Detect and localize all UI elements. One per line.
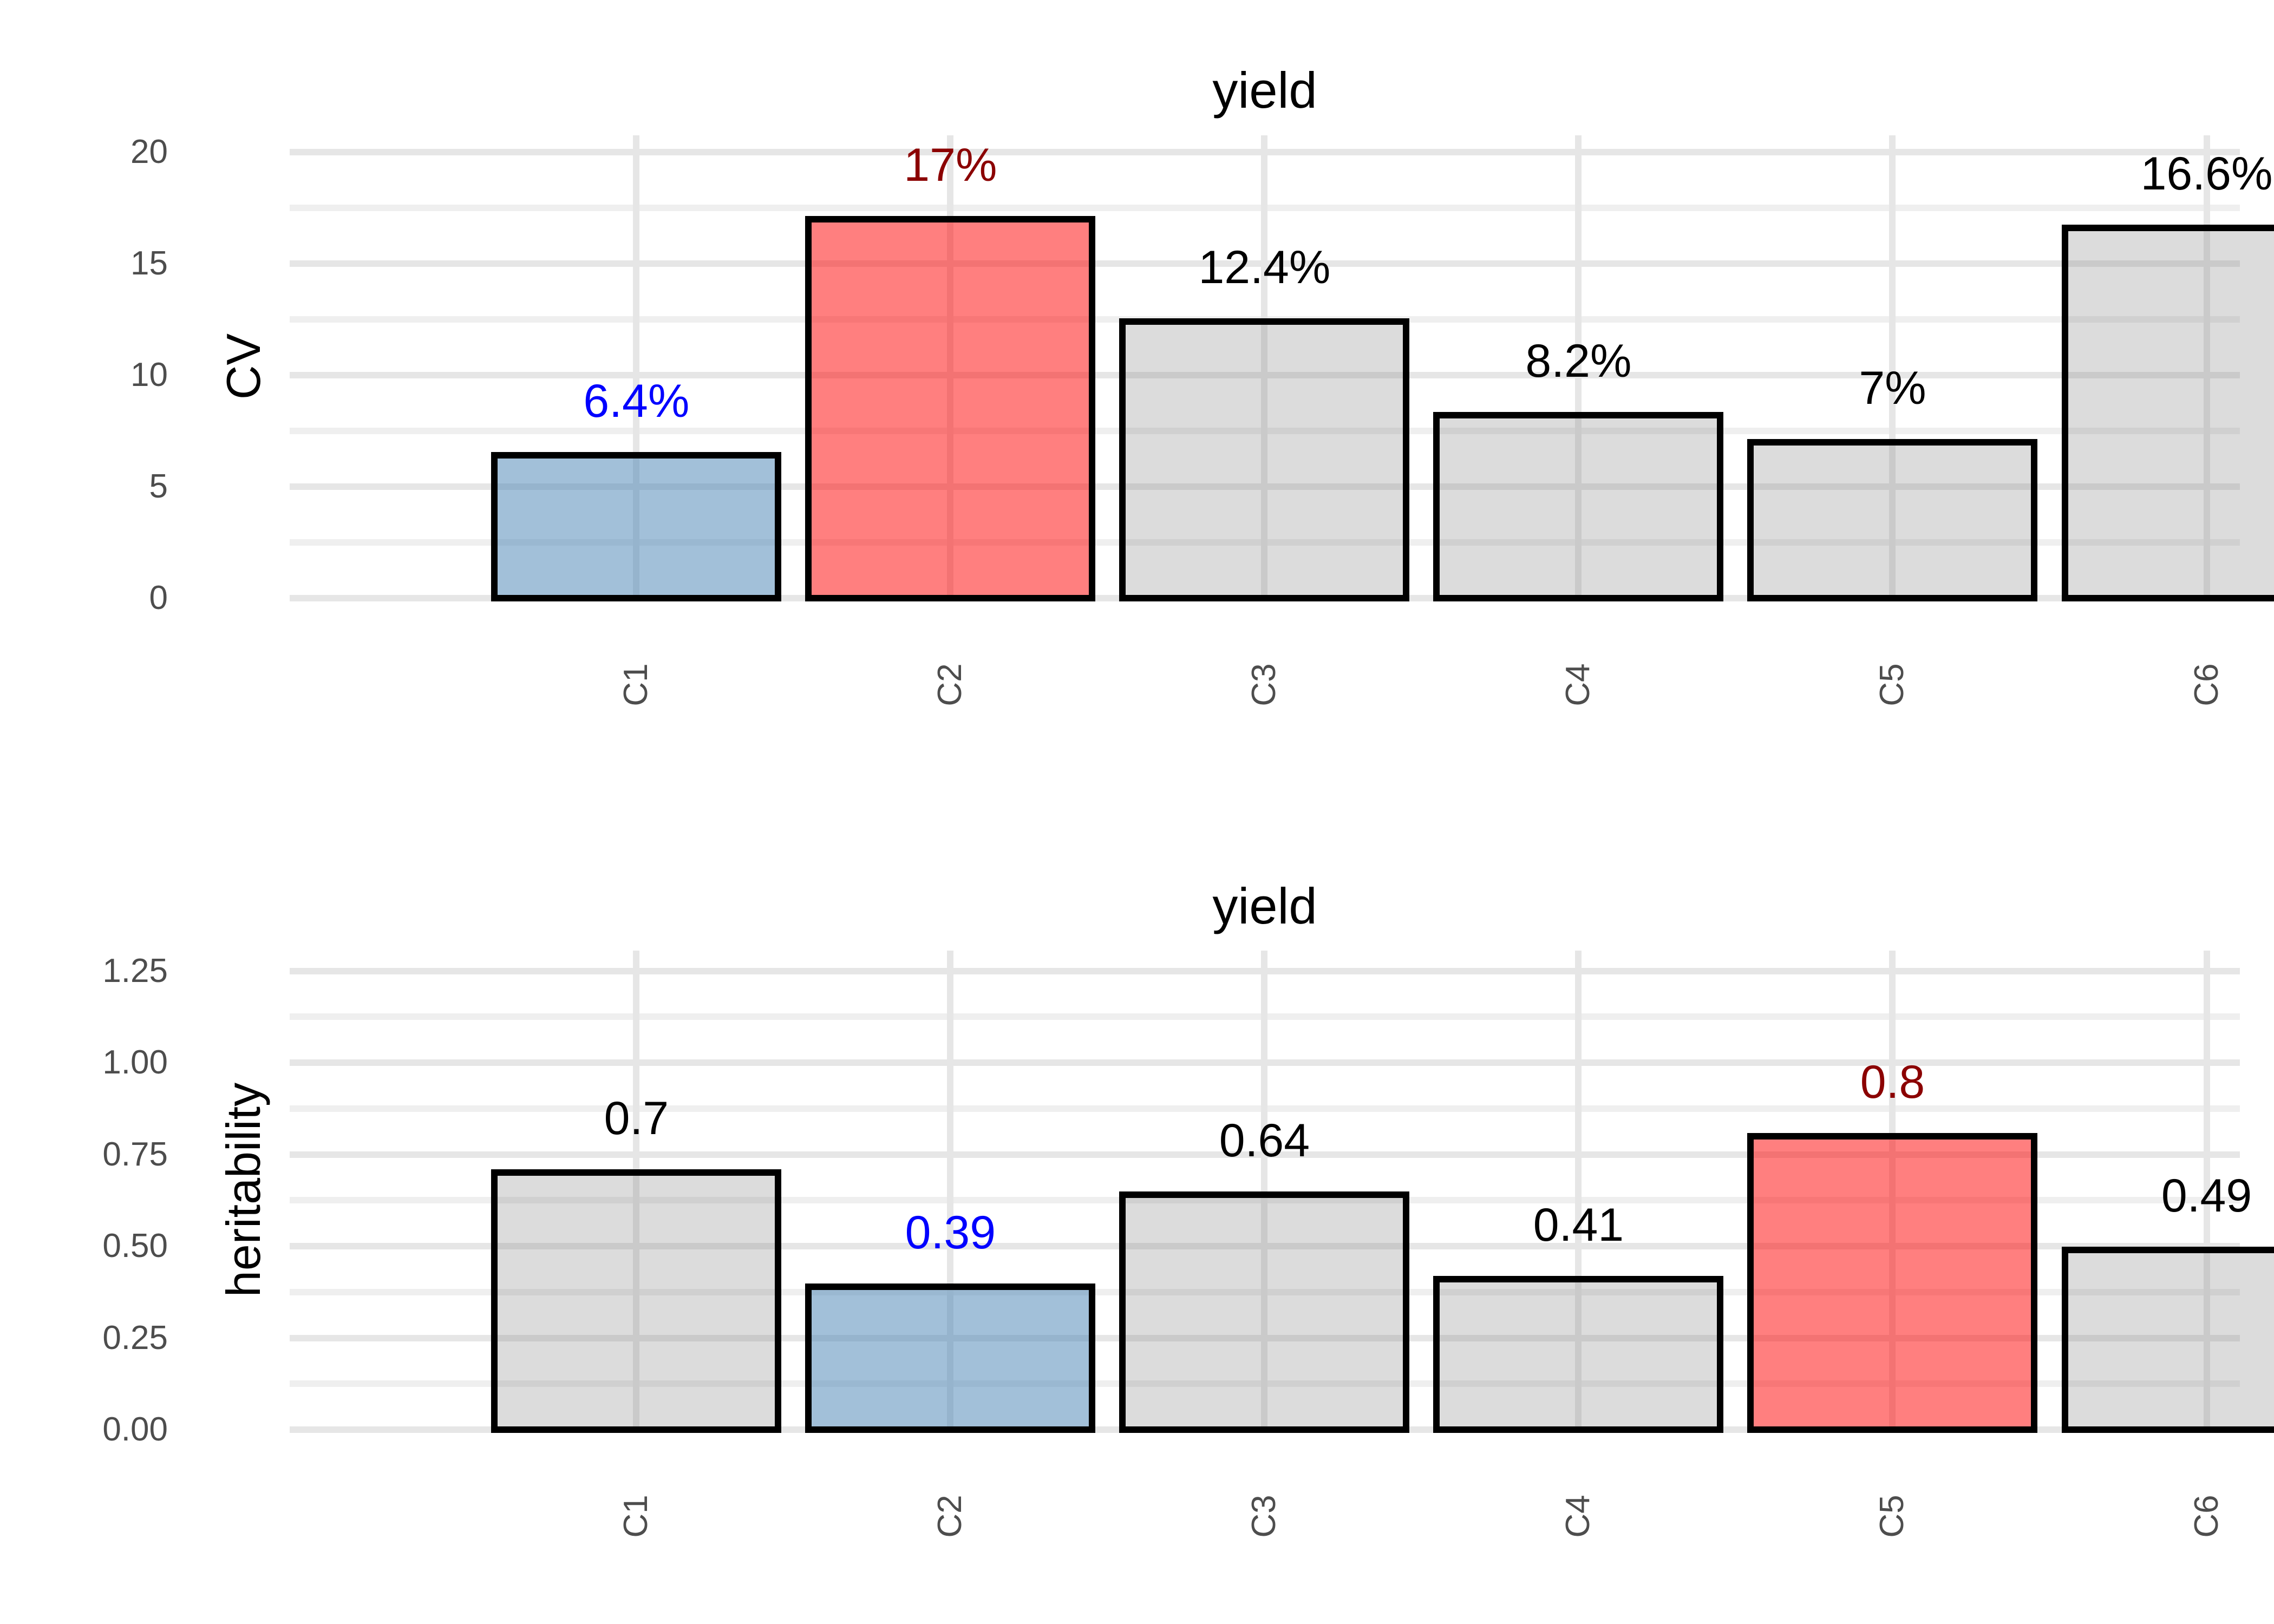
bar	[1747, 1132, 2038, 1433]
x-tick-label: C2	[931, 1495, 969, 1538]
bar	[1119, 318, 1410, 601]
y-tick-label: 20	[130, 133, 168, 171]
x-tick-label: C3	[1245, 1495, 1283, 1538]
grid-vertical-line	[947, 951, 954, 1430]
bar	[2061, 1246, 2274, 1433]
grid-major-line	[290, 595, 2240, 601]
bar	[491, 452, 782, 601]
bar-value-label: 0.49	[2161, 1169, 2252, 1222]
bar	[805, 215, 1096, 601]
x-tick-label: C6	[2187, 663, 2225, 706]
x-tick-label: C5	[1873, 1495, 1911, 1538]
grid-vertical-line	[633, 951, 640, 1430]
bar	[1119, 1191, 1410, 1433]
bar-value-label: 17%	[904, 139, 997, 191]
grid-major-line	[290, 1426, 2240, 1433]
bar	[2061, 225, 2274, 601]
grid-vertical-line	[1575, 135, 1582, 598]
y-tick-label: 0.75	[102, 1135, 168, 1173]
grid-major-line	[290, 149, 2240, 155]
y-axis-title: CV	[217, 333, 270, 400]
x-tick-label: C4	[1559, 1495, 1597, 1538]
grid-vertical-line	[2203, 951, 2210, 1430]
y-tick-label: 15	[130, 245, 168, 282]
grid-minor-line	[290, 539, 2240, 546]
x-tick-label: C4	[1559, 663, 1597, 706]
x-tick-label: C5	[1873, 663, 1911, 706]
bar-value-label: 0.41	[1533, 1199, 1624, 1252]
y-tick-label: 0	[149, 579, 168, 617]
bar	[1747, 438, 2038, 601]
grid-vertical-line	[633, 135, 640, 598]
y-tick-label: 0.50	[102, 1227, 168, 1265]
bar-value-label: 0.7	[604, 1092, 669, 1145]
bar-value-label: 0.8	[1860, 1056, 1925, 1108]
grid-minor-line	[290, 205, 2240, 211]
grid-major-line	[290, 967, 2240, 974]
bar-value-label: 0.39	[905, 1206, 996, 1259]
bar	[805, 1283, 1096, 1433]
grid-major-line	[290, 1059, 2240, 1066]
y-tick-label: 5	[149, 468, 168, 505]
bar-value-label: 8.2%	[1525, 335, 1632, 388]
grid-minor-line	[290, 1105, 2240, 1112]
y-tick-label: 0.25	[102, 1319, 168, 1357]
y-tick-label: 1.00	[102, 1044, 168, 1081]
grid-minor-line	[290, 428, 2240, 434]
grid-vertical-line	[1261, 951, 1268, 1430]
bar-value-label: 16.6%	[2140, 148, 2273, 200]
grid-vertical-line	[1575, 951, 1582, 1430]
grid-minor-line	[290, 1380, 2240, 1387]
y-tick-label: 10	[130, 356, 168, 394]
grid-minor-line	[290, 1197, 2240, 1204]
grid-vertical-line	[947, 135, 954, 598]
grid-minor-line	[290, 316, 2240, 323]
grid-vertical-line	[1261, 135, 1268, 598]
grid-major-line	[290, 483, 2240, 490]
grid-major-line	[290, 260, 2240, 267]
x-tick-label: C3	[1245, 663, 1283, 706]
x-tick-label: C1	[617, 1495, 655, 1538]
bar-value-label: 7%	[1859, 362, 1926, 414]
bar	[1433, 1276, 1724, 1433]
bar	[491, 1169, 782, 1433]
grid-vertical-line	[1889, 135, 1896, 598]
y-tick-label: 0.00	[102, 1411, 168, 1448]
grid-minor-line	[290, 1288, 2240, 1295]
grid-vertical-line	[1889, 951, 1896, 1430]
grid-major-line	[290, 1243, 2240, 1249]
bar-value-label: 6.4%	[583, 375, 690, 428]
bar	[1433, 412, 1724, 601]
x-tick-label: C6	[2187, 1495, 2225, 1538]
x-tick-label: C2	[931, 663, 969, 706]
bar-value-label: 12.4%	[1198, 241, 1331, 294]
grid-major-line	[290, 372, 2240, 378]
grid-vertical-line	[2203, 135, 2210, 598]
y-axis-title: heritability	[217, 1082, 270, 1298]
grid-minor-line	[290, 1013, 2240, 1020]
grid-major-line	[290, 1151, 2240, 1158]
grid-major-line	[290, 1334, 2240, 1341]
chart-title: yield	[1212, 878, 1317, 934]
bar-value-label: 0.64	[1219, 1115, 1310, 1167]
x-tick-label: C1	[617, 663, 655, 706]
chart-title: yield	[1212, 62, 1317, 119]
y-tick-label: 1.25	[102, 952, 168, 990]
